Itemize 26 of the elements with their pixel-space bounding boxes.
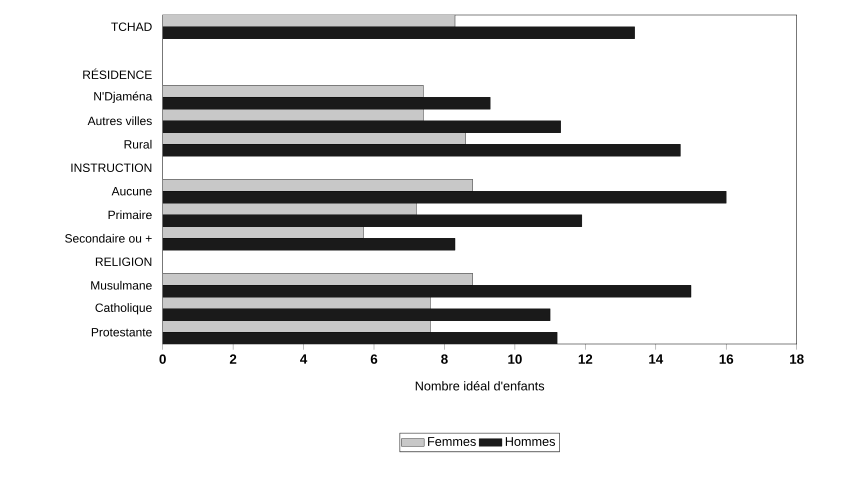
x-tick-label: 8 <box>441 354 448 364</box>
y-tick-label: Secondaire ou + <box>65 234 152 243</box>
legend-label: Hommes <box>506 437 556 446</box>
x-tick-label: 4 <box>300 354 308 364</box>
y-tick-label: Aucune <box>112 187 152 196</box>
x-tick-label: 0 <box>159 354 166 364</box>
y-tick-label: Rural <box>124 140 152 149</box>
y-tick-label: RELIGION <box>96 258 152 266</box>
y-tick-label: Autres villes <box>88 116 152 126</box>
x-tick-label: 14 <box>649 354 664 364</box>
y-tick-label: TCHAD <box>111 22 152 32</box>
y-tick-label: Primaire <box>108 210 152 220</box>
x-tick-label: 18 <box>790 354 804 364</box>
legend-label: Femmes <box>428 437 476 446</box>
x-axis-title: Nombre idéal d'enfants <box>416 381 544 390</box>
y-tick-label: INSTRUCTION <box>71 163 152 172</box>
x-tick-label: 10 <box>508 354 522 364</box>
x-tick-label: 12 <box>578 354 592 364</box>
x-tick-label: 2 <box>230 354 236 364</box>
y-tick-label: Catholique <box>96 303 152 314</box>
y-tick-label: Protestante <box>92 328 152 336</box>
x-tick-label: 16 <box>720 354 734 364</box>
y-tick-label: N'Djaména <box>94 92 152 103</box>
y-tick-label: Musulmane <box>91 280 152 290</box>
x-tick-label: 6 <box>370 354 378 364</box>
y-tick-label: RÉSIDENCE <box>83 68 152 80</box>
